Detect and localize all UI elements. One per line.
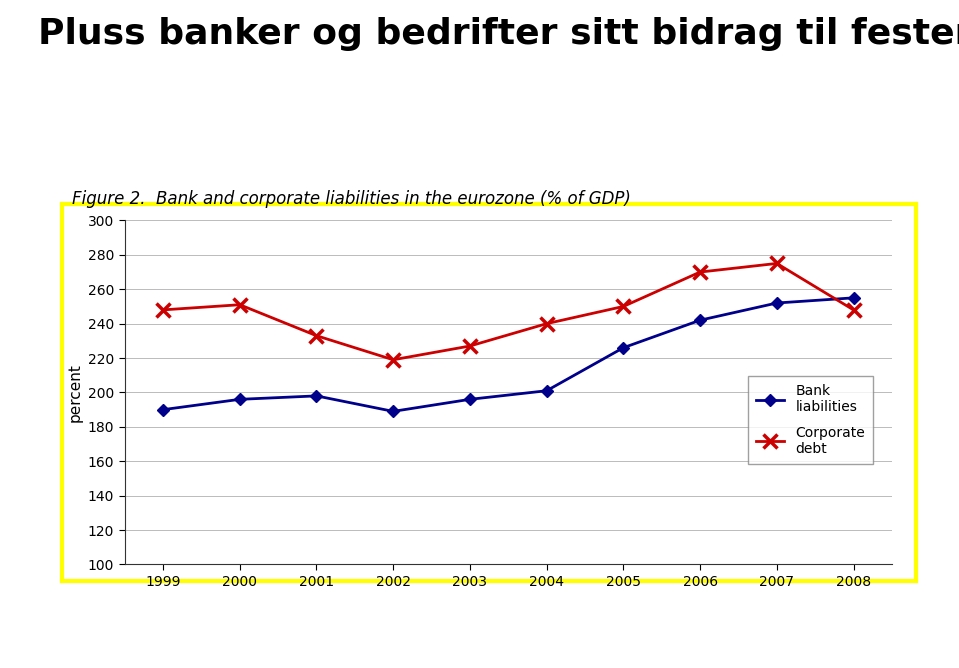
Text: Pluss banker og bedrifter sitt bidrag til festen: Pluss banker og bedrifter sitt bidrag ti…: [38, 17, 959, 51]
Line: Corporate
debt: Corporate debt: [156, 257, 860, 367]
Bank
liabilities: [387, 407, 399, 415]
Corporate
debt: [234, 301, 246, 309]
Corporate
debt: [387, 356, 399, 364]
Bank
liabilities: [541, 387, 552, 395]
Text: Figure 2.  Bank and corporate liabilities in the eurozone (% of GDP): Figure 2. Bank and corporate liabilities…: [72, 190, 631, 208]
Corporate
debt: [771, 259, 783, 267]
Corporate
debt: [848, 306, 859, 314]
Bank
liabilities: [694, 316, 706, 324]
Line: Bank
liabilities: Bank liabilities: [159, 294, 857, 415]
Y-axis label: percent: percent: [67, 363, 82, 422]
Corporate
debt: [618, 303, 629, 311]
Corporate
debt: [311, 332, 322, 340]
Bank
liabilities: [464, 395, 476, 403]
Bank
liabilities: [848, 294, 859, 302]
Bank
liabilities: [618, 344, 629, 352]
Bank
liabilities: [157, 405, 169, 413]
Bank
liabilities: [771, 299, 783, 307]
Corporate
debt: [541, 319, 552, 327]
Corporate
debt: [694, 268, 706, 276]
Bank
liabilities: [311, 392, 322, 400]
Corporate
debt: [157, 306, 169, 314]
Bank
liabilities: [234, 395, 246, 403]
Legend: Bank
liabilities, Corporate
debt: Bank liabilities, Corporate debt: [748, 376, 874, 464]
Corporate
debt: [464, 342, 476, 350]
